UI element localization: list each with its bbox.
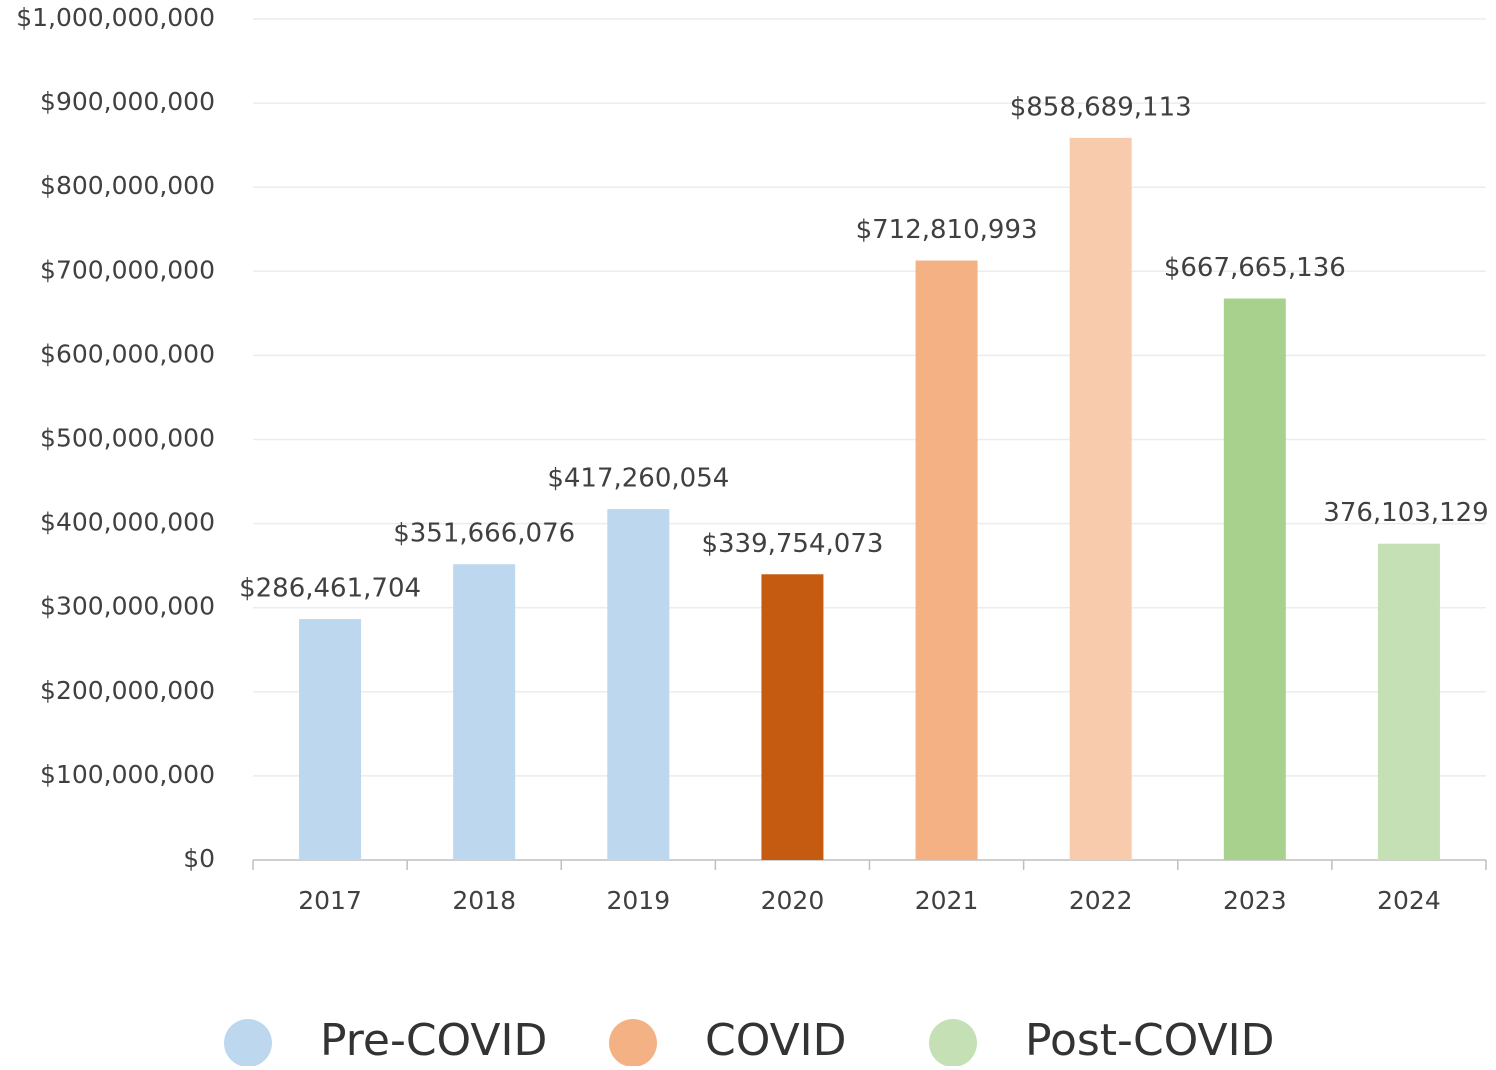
y-tick-label: $300,000,000 [40, 592, 215, 621]
data-label: $351,666,076 [393, 519, 575, 549]
data-label: $286,461,704 [239, 574, 421, 604]
data-label: 376,103,129 [1323, 498, 1488, 528]
legend-marker [609, 1019, 657, 1067]
y-tick-label: $600,000,000 [40, 339, 215, 368]
bar [1377, 543, 1440, 860]
y-tick-label: $0 [183, 844, 215, 873]
data-label: $417,260,054 [547, 464, 729, 494]
bar [607, 509, 670, 860]
x-tick-label: 2021 [915, 886, 979, 915]
data-label: $712,810,993 [856, 215, 1038, 245]
x-tick-label: 2018 [452, 886, 516, 915]
legend-label: Pre-COVID [320, 1015, 547, 1066]
x-tick-label: 2017 [298, 886, 362, 915]
y-tick-label: $700,000,000 [40, 255, 215, 284]
bar [299, 619, 362, 860]
data-label: $858,689,113 [1010, 92, 1192, 122]
y-tick-label: $200,000,000 [40, 676, 215, 705]
legend-marker [224, 1019, 272, 1067]
bar [453, 564, 516, 860]
x-tick-label: 2020 [761, 886, 825, 915]
y-tick-label: $400,000,000 [40, 508, 215, 537]
y-tick-label: $900,000,000 [40, 87, 215, 116]
x-tick-label: 2022 [1069, 886, 1133, 915]
y-tick-label: $800,000,000 [40, 171, 215, 200]
x-tick-label: 2019 [607, 886, 671, 915]
legend-marker [929, 1019, 977, 1067]
legend-label: Post-COVID [1025, 1015, 1274, 1066]
bar [1223, 298, 1286, 860]
bar [915, 260, 978, 860]
data-label: $339,754,073 [701, 529, 883, 559]
y-tick-label: $1,000,000,000 [16, 3, 215, 32]
x-tick-label: 2024 [1377, 886, 1441, 915]
y-tick-label: $100,000,000 [40, 760, 215, 789]
bar [761, 574, 824, 860]
data-label: $667,665,136 [1164, 253, 1346, 283]
legend-label: COVID [705, 1015, 847, 1066]
y-tick-label: $500,000,000 [40, 424, 215, 453]
x-tick-label: 2023 [1223, 886, 1287, 915]
bar [1069, 137, 1132, 860]
